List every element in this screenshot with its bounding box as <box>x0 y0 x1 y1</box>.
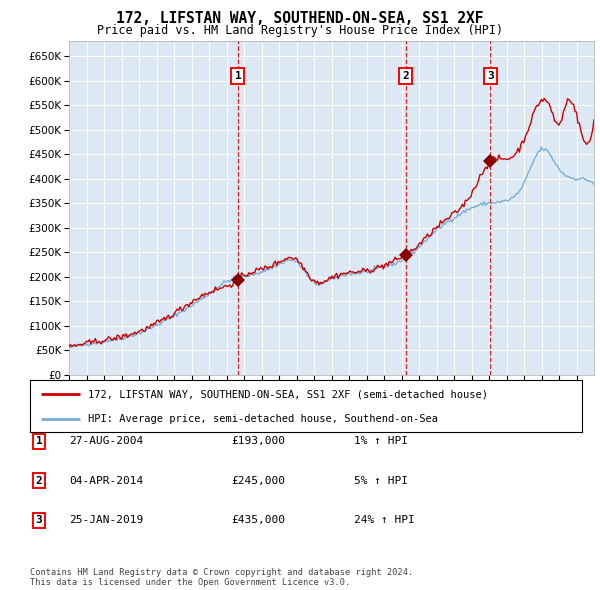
Text: 04-APR-2014: 04-APR-2014 <box>69 476 143 486</box>
Text: 2: 2 <box>403 71 409 81</box>
Text: 1: 1 <box>35 437 43 446</box>
Text: £245,000: £245,000 <box>231 476 285 486</box>
Text: 2: 2 <box>35 476 43 486</box>
Text: 27-AUG-2004: 27-AUG-2004 <box>69 437 143 446</box>
Text: Contains HM Land Registry data © Crown copyright and database right 2024.
This d: Contains HM Land Registry data © Crown c… <box>30 568 413 587</box>
Text: 3: 3 <box>35 516 43 525</box>
Text: 24% ↑ HPI: 24% ↑ HPI <box>354 516 415 525</box>
Text: Price paid vs. HM Land Registry's House Price Index (HPI): Price paid vs. HM Land Registry's House … <box>97 24 503 37</box>
Text: 172, LIFSTAN WAY, SOUTHEND-ON-SEA, SS1 2XF (semi-detached house): 172, LIFSTAN WAY, SOUTHEND-ON-SEA, SS1 2… <box>88 389 488 399</box>
Text: 25-JAN-2019: 25-JAN-2019 <box>69 516 143 525</box>
Text: £193,000: £193,000 <box>231 437 285 446</box>
Text: HPI: Average price, semi-detached house, Southend-on-Sea: HPI: Average price, semi-detached house,… <box>88 414 438 424</box>
Text: 1: 1 <box>235 71 241 81</box>
Text: 172, LIFSTAN WAY, SOUTHEND-ON-SEA, SS1 2XF: 172, LIFSTAN WAY, SOUTHEND-ON-SEA, SS1 2… <box>116 11 484 25</box>
Text: 5% ↑ HPI: 5% ↑ HPI <box>354 476 408 486</box>
Text: 3: 3 <box>487 71 494 81</box>
Text: 1% ↑ HPI: 1% ↑ HPI <box>354 437 408 446</box>
Text: £435,000: £435,000 <box>231 516 285 525</box>
